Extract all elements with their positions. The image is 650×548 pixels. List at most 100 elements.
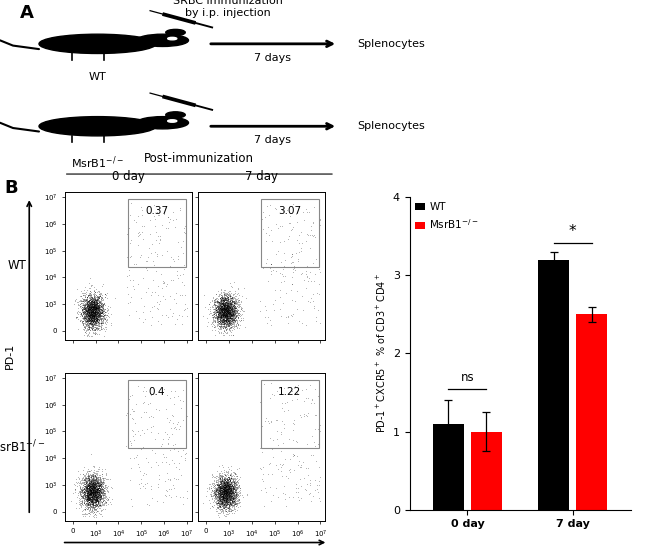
Point	[89, 500, 99, 509]
Point	[310, 270, 320, 278]
Point	[219, 310, 229, 319]
Point	[215, 482, 226, 491]
Point	[91, 495, 101, 504]
Point	[207, 486, 217, 494]
Point	[92, 497, 103, 506]
Point	[216, 302, 226, 311]
Point	[88, 302, 99, 311]
Point	[83, 493, 93, 502]
Point	[263, 276, 274, 285]
Point	[83, 303, 93, 312]
Point	[88, 322, 98, 331]
Point	[92, 496, 103, 505]
Point	[80, 315, 90, 324]
Point	[222, 484, 233, 493]
Point	[90, 475, 100, 484]
Point	[87, 482, 98, 491]
Point	[227, 492, 237, 500]
Point	[229, 315, 239, 323]
Point	[218, 490, 228, 499]
Point	[216, 488, 227, 497]
Point	[89, 300, 99, 309]
Point	[237, 309, 247, 318]
Point	[79, 326, 89, 335]
Point	[96, 307, 107, 316]
Point	[220, 490, 231, 499]
Point	[87, 481, 98, 489]
Point	[213, 482, 223, 491]
Point	[221, 493, 231, 501]
Point	[306, 294, 316, 302]
Point	[220, 490, 231, 499]
Point	[221, 489, 231, 498]
Point	[233, 303, 244, 312]
Point	[81, 484, 91, 493]
Point	[83, 491, 94, 500]
Point	[86, 304, 96, 313]
Point	[220, 483, 231, 492]
Point	[93, 489, 103, 498]
Point	[222, 483, 232, 492]
Point	[83, 474, 93, 483]
Point	[83, 315, 93, 324]
Point	[233, 495, 244, 504]
Point	[220, 493, 230, 502]
Point	[90, 486, 101, 494]
Point	[85, 304, 96, 312]
Point	[211, 297, 221, 306]
Point	[180, 290, 190, 299]
Point	[86, 308, 97, 317]
Point	[218, 309, 229, 318]
Point	[79, 487, 89, 496]
Point	[88, 501, 98, 510]
Point	[216, 312, 226, 321]
Point	[88, 487, 99, 496]
Point	[94, 489, 104, 498]
Point	[216, 495, 226, 504]
Point	[218, 293, 229, 301]
Point	[227, 300, 237, 309]
Point	[83, 311, 94, 320]
Point	[85, 306, 96, 315]
Point	[90, 305, 101, 313]
Point	[83, 300, 93, 309]
Point	[90, 329, 100, 338]
Point	[219, 301, 229, 310]
Point	[222, 319, 233, 328]
Point	[220, 483, 230, 492]
Point	[218, 315, 228, 324]
Point	[88, 315, 99, 324]
Point	[296, 461, 306, 470]
Point	[95, 475, 105, 484]
Point	[213, 492, 223, 500]
Point	[234, 481, 244, 489]
Point	[80, 490, 90, 499]
Point	[80, 304, 90, 313]
Point	[216, 305, 226, 313]
Point	[86, 295, 96, 304]
Point	[87, 300, 98, 309]
Point	[222, 309, 233, 317]
Point	[226, 300, 237, 309]
Point	[99, 307, 109, 316]
Point	[87, 306, 98, 315]
Point	[220, 313, 231, 322]
Point	[86, 482, 97, 490]
Point	[88, 316, 99, 324]
Point	[168, 255, 178, 264]
Point	[165, 393, 176, 402]
Point	[84, 299, 95, 308]
Point	[98, 499, 108, 508]
Point	[92, 484, 103, 493]
Point	[70, 486, 80, 495]
Point	[227, 309, 237, 318]
Point	[95, 490, 105, 499]
Point	[214, 317, 224, 326]
Point	[90, 293, 101, 302]
Point	[98, 478, 109, 487]
Point	[302, 480, 312, 488]
Point	[91, 492, 101, 501]
Point	[87, 306, 98, 315]
Point	[94, 490, 104, 499]
Point	[213, 302, 223, 311]
